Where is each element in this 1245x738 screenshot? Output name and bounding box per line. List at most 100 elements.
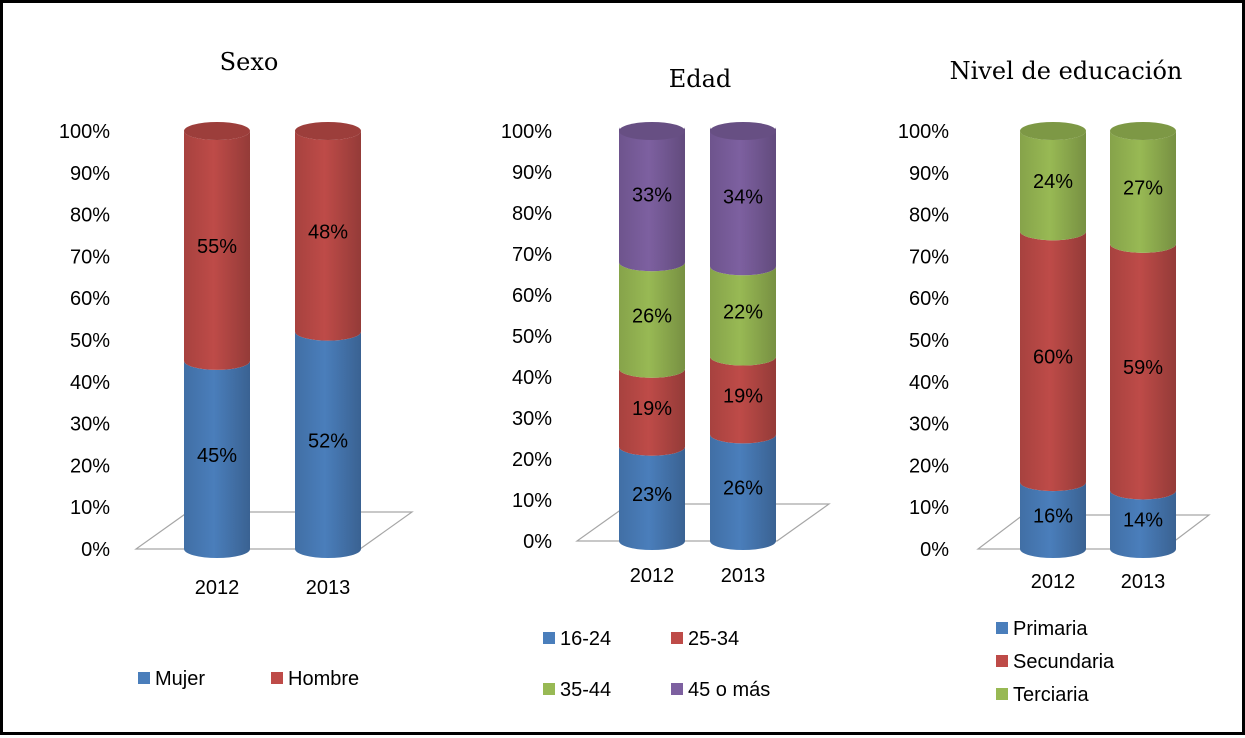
legend-swatch — [671, 632, 683, 644]
bar-top-cap-2013 — [295, 122, 361, 140]
charts-canvas: Sexo 0% 10% 20% 30% 40% 50% 60% 70% 80% 90% 100% 45%… — [59, 48, 1211, 706]
legend-label: 25-34 — [688, 628, 739, 650]
data-label: 24% — [1033, 171, 1073, 193]
legend-swatch — [271, 672, 283, 684]
data-label: 55% — [197, 236, 237, 258]
legend-label: Hombre — [288, 668, 359, 690]
legend-label: Terciaria — [1013, 684, 1089, 706]
legend-label: 45 o más — [688, 679, 770, 701]
bar-segment-45-o-más-2012 — [619, 126, 685, 272]
bar-segment-16-24-2013 — [710, 434, 776, 550]
y-tick-label: 40% — [512, 367, 552, 389]
data-label: 19% — [723, 385, 763, 407]
y-tick-label: 40% — [909, 372, 949, 394]
legend-swatch — [996, 622, 1008, 634]
y-tick-label: 30% — [70, 414, 110, 436]
data-label: 26% — [723, 478, 763, 500]
data-label: 22% — [723, 301, 763, 323]
y-tick-label: 20% — [512, 449, 552, 471]
legend-swatch — [138, 672, 150, 684]
y-tick-label: 0% — [523, 531, 552, 553]
legend-swatch — [671, 683, 683, 695]
legend-swatch — [543, 683, 555, 695]
x-category-label: 2013 — [1121, 571, 1166, 593]
bar-segment-35-44-2013 — [710, 266, 776, 366]
y-tick-label: 90% — [909, 163, 949, 185]
chart-title: Edad — [669, 65, 732, 93]
y-tick-label: 60% — [512, 285, 552, 307]
bar-top-cap-2013 — [710, 122, 776, 140]
y-tick-label: 20% — [70, 455, 110, 477]
data-label: 33% — [632, 185, 672, 207]
bar-segment-35-44-2012 — [619, 262, 685, 378]
bar-top-cap-2012 — [184, 122, 250, 140]
y-tick-label: 0% — [920, 539, 949, 561]
y-tick-label: 90% — [70, 163, 110, 185]
bar-segment-secundaria-2012 — [1020, 231, 1086, 492]
chart-title: Nivel de educación — [950, 57, 1183, 85]
y-tick-label: 100% — [501, 121, 552, 143]
data-label: 16% — [1033, 506, 1073, 528]
data-label: 52% — [308, 430, 348, 452]
bar-segment-45-o-más-2013 — [710, 126, 776, 276]
y-tick-label: 70% — [70, 246, 110, 268]
y-tick-label: 100% — [898, 121, 949, 143]
bar-segment-mujer-2012 — [184, 360, 250, 558]
y-tick-label: 80% — [70, 205, 110, 227]
y-tick-label: 60% — [909, 288, 949, 310]
data-label: 48% — [308, 221, 348, 243]
y-tick-label: 10% — [70, 497, 110, 519]
chart-title: Sexo — [220, 48, 279, 76]
legend-label: 16-24 — [560, 628, 611, 650]
y-tick-label: 10% — [512, 490, 552, 512]
chart-panel-3: Nivel de educación 0% 10% 20% 30% 40% 50% 60% 70… — [898, 57, 1211, 706]
data-label: 26% — [632, 306, 672, 328]
x-category-label: 2012 — [630, 565, 675, 587]
bar-segment-terciaria-2012 — [1020, 131, 1086, 241]
legend-label: Mujer — [155, 668, 205, 690]
bar-segment-hombre-2013 — [295, 131, 361, 341]
y-tick-label: 0% — [81, 539, 110, 561]
bar-segment-mujer-2013 — [295, 331, 361, 558]
y-tick-label: 30% — [909, 414, 949, 436]
floor-plane — [575, 503, 831, 542]
bar-segment-primaria-2013 — [1110, 490, 1176, 558]
x-category-label: 2013 — [721, 565, 766, 587]
legend-swatch — [543, 632, 555, 644]
data-label: 27% — [1123, 177, 1163, 199]
legend-swatch — [996, 655, 1008, 667]
y-tick-label: 30% — [512, 408, 552, 430]
legend-swatch — [996, 688, 1008, 700]
data-label: 45% — [197, 445, 237, 467]
x-category-label: 2012 — [1031, 571, 1076, 593]
data-label: 14% — [1123, 510, 1163, 532]
legend-label: Secundaria — [1013, 651, 1115, 673]
y-tick-label: 50% — [909, 330, 949, 352]
data-label: 23% — [632, 484, 672, 506]
y-tick-label: 80% — [909, 205, 949, 227]
bar-top-cap-2012 — [1020, 122, 1086, 140]
bar-top-cap-2013 — [1110, 122, 1176, 140]
data-label: 59% — [1123, 357, 1163, 379]
legend-label: 35-44 — [560, 679, 611, 701]
y-tick-label: 70% — [512, 244, 552, 266]
data-label: 19% — [632, 398, 672, 420]
y-tick-label: 20% — [909, 455, 949, 477]
y-tick-label: 60% — [70, 288, 110, 310]
floor-plane — [134, 511, 414, 550]
data-label: 34% — [723, 187, 763, 209]
y-tick-label: 50% — [70, 330, 110, 352]
data-label: 60% — [1033, 347, 1073, 369]
y-tick-label: 10% — [909, 497, 949, 519]
bar-segment-terciaria-2013 — [1110, 131, 1176, 253]
x-category-label: 2012 — [195, 577, 240, 599]
bar-segment-primaria-2012 — [1020, 482, 1086, 558]
y-tick-label: 80% — [512, 203, 552, 225]
x-category-label: 2013 — [306, 577, 351, 599]
bar-segment-25-34-2012 — [619, 368, 685, 456]
chart-panel-2: Edad 0% 10% 20% 30% 40% 50% 60% 70% 80% 90% 100% 23%… — [501, 65, 831, 701]
bar-segment-16-24-2012 — [619, 446, 685, 550]
bar-segment-secundaria-2013 — [1110, 243, 1176, 500]
y-tick-label: 40% — [70, 372, 110, 394]
